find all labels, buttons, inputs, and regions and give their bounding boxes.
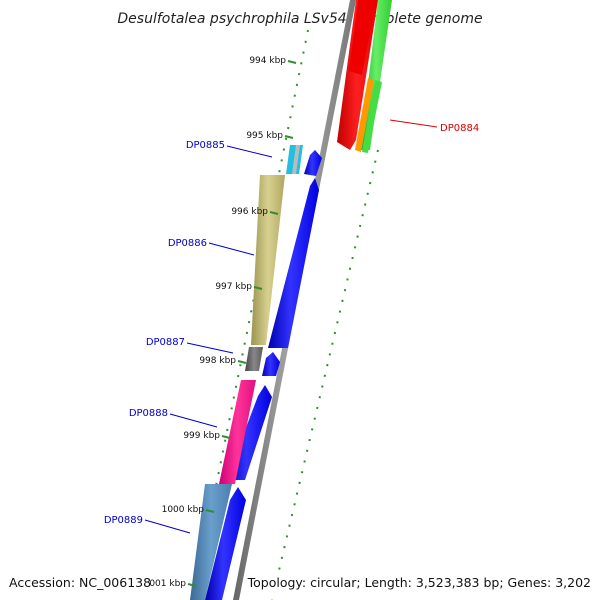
footer-left-bg	[0, 572, 150, 594]
gene-dp0886-feature[interactable]	[251, 175, 285, 345]
orange-feature[interactable]	[355, 78, 374, 152]
gene-label-leader-line	[389, 119, 438, 128]
gene-dp0888-feature[interactable]	[219, 380, 256, 484]
gene-label-leader-line	[186, 342, 234, 354]
tick-label: 998 kbp	[199, 356, 236, 366]
tick-mark	[284, 135, 294, 139]
green-feature-lower	[362, 80, 382, 153]
cds-arrow-dp0889[interactable]	[205, 487, 246, 600]
kbp-ticks: 994 kbp 995 kbp 996 kbp 997 kbp 998 kbp 999 k…	[144, 56, 297, 589]
gene-features	[190, 145, 303, 600]
tick-mark	[253, 286, 263, 290]
gene-dp0885-stripe	[292, 145, 300, 174]
gene-label-dp0889[interactable]: DP0889	[104, 515, 143, 526]
gene-label-dp0886[interactable]: DP0886	[168, 238, 207, 249]
tick-mark	[237, 360, 247, 364]
gene-label-leader-line	[226, 145, 273, 158]
gene-dp0889-feature[interactable]	[190, 484, 232, 600]
gene-dp0887-feature[interactable]	[245, 347, 263, 371]
tick-label: 996 kbp	[231, 207, 268, 217]
gene-label-leader-line	[169, 413, 218, 428]
red-feature-upper	[349, 0, 376, 75]
gene-label-leader-line	[144, 519, 191, 534]
tick-label: 994 kbp	[249, 56, 286, 66]
cds-arrow-dp0886[interactable]	[268, 178, 319, 348]
cds-arrow-dp0885[interactable]	[304, 150, 322, 176]
tick-mark	[221, 435, 231, 439]
tick-mark	[287, 60, 297, 64]
tick-label: 1001 kbp	[144, 579, 187, 589]
map-title: Desulfotalea psychrophila LSv54, complet…	[117, 11, 482, 27]
tick-mark	[187, 583, 197, 587]
inner-tick-rail	[271, 149, 379, 600]
gene-label-dp0885[interactable]: DP0885	[186, 140, 225, 151]
tick-label: 997 kbp	[215, 282, 252, 292]
genome-summary-text: Topology: circular; Length: 3,523,383 bp…	[247, 575, 591, 590]
gene-label-dp0884[interactable]: DP0884	[440, 123, 479, 134]
cds-arrow-dp0887[interactable]	[262, 352, 280, 376]
tick-label: 995 kbp	[246, 131, 283, 141]
accession-text: Accession: NC_006138	[9, 575, 151, 590]
gene-label-leader-line	[208, 242, 255, 256]
gene-labels: DP0884 DP0885 DP0886 DP0887 DP0888 DP0889	[104, 119, 479, 534]
tick-mark	[269, 211, 279, 215]
gene-label-dp0887[interactable]: DP0887	[146, 337, 185, 348]
gene-label-dp0888[interactable]: DP0888	[129, 408, 168, 419]
tick-mark	[205, 509, 215, 513]
tick-label: 1000 kbp	[162, 505, 205, 515]
footer-right-bg	[258, 572, 600, 594]
reverse-strand-features	[337, 0, 392, 153]
tick-label: 999 kbp	[183, 431, 220, 441]
